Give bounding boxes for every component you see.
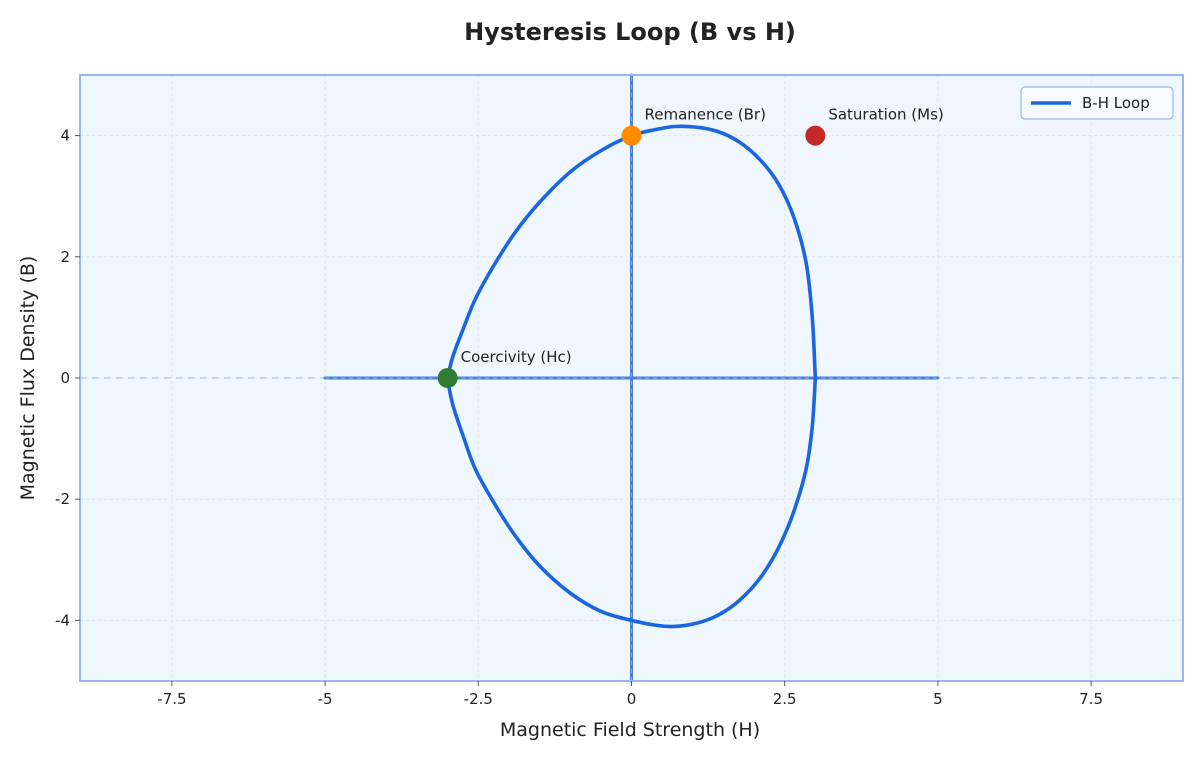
x-tick-label-6: 7.5 bbox=[1079, 690, 1103, 708]
point-saturation-ms bbox=[805, 125, 826, 146]
chart-title: Hysteresis Loop (B vs H) bbox=[464, 18, 796, 46]
x-tick-label-5: 5 bbox=[933, 690, 943, 708]
x-tick-label-2: -2.5 bbox=[464, 690, 493, 708]
point-coercivity-hc bbox=[437, 368, 458, 388]
y-tick-labels: -4 -2 0 2 4 bbox=[55, 127, 80, 629]
x-axis-label: Magnetic Field Strength (H) bbox=[500, 719, 760, 741]
point-remanence-br bbox=[621, 125, 642, 146]
y-axis-label: Magnetic Flux Density (B) bbox=[17, 256, 39, 501]
y-tick-label-0: -4 bbox=[55, 611, 70, 629]
x-tick-label-4: 2.5 bbox=[773, 690, 797, 708]
x-tick-label-3: 0 bbox=[627, 690, 637, 708]
y-tick-label-3: 2 bbox=[60, 248, 70, 266]
x-tick-label-1: -5 bbox=[318, 690, 333, 708]
point-label-saturation-ms: Saturation (Ms) bbox=[828, 106, 943, 124]
point-label-coercivity-hc: Coercivity (Hc) bbox=[461, 348, 572, 366]
x-tick-labels: -7.5 -5 -2.5 0 2.5 5 7.5 bbox=[157, 681, 1103, 708]
y-tick-label-1: -2 bbox=[55, 490, 70, 508]
x-tick-label-0: -7.5 bbox=[157, 690, 186, 708]
legend-label-b-h-loop: B-H Loop bbox=[1082, 94, 1150, 112]
axis-segments bbox=[323, 73, 940, 683]
legend-box bbox=[1020, 86, 1174, 120]
point-label-remanence-br: Remanence (Br) bbox=[645, 106, 766, 124]
y-tick-label-2: 0 bbox=[60, 369, 70, 387]
annotation-points: Remanence (Br) Saturation (Ms) Coercivity … bbox=[437, 106, 944, 388]
legend: B-H Loop bbox=[1020, 86, 1174, 120]
y-tick-label-4: 4 bbox=[60, 127, 70, 145]
